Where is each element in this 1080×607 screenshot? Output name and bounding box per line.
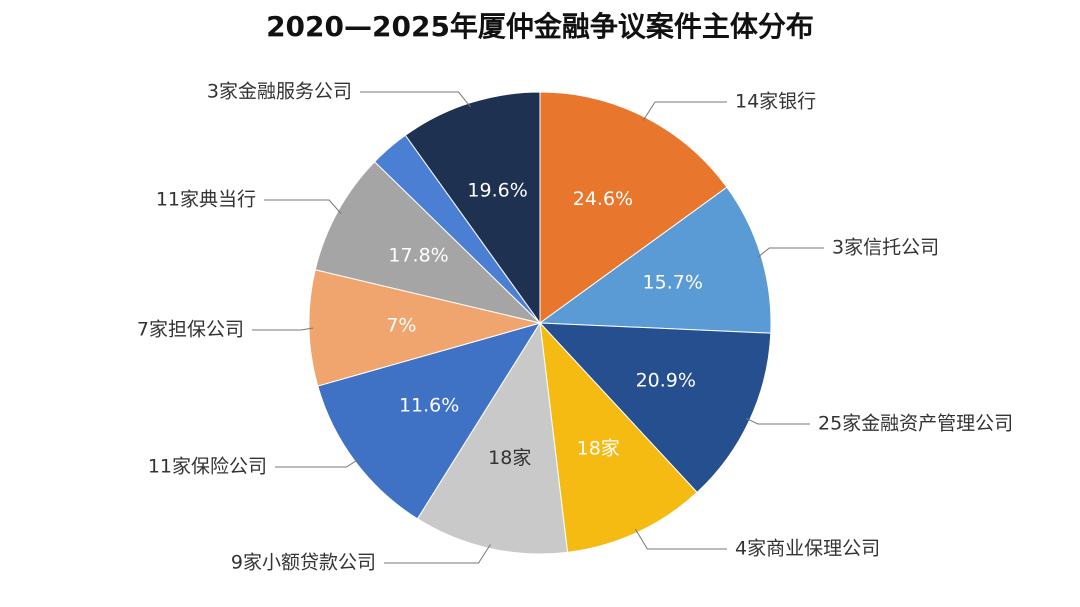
- slice-label: 15.7%: [643, 272, 703, 294]
- leader-line: [745, 417, 810, 425]
- category-label: 14家银行: [735, 91, 816, 113]
- category-label: 7家担保公司: [137, 319, 244, 341]
- pie-slice: [308, 269, 542, 387]
- category-label: 3家信托公司: [832, 237, 939, 259]
- slice-label: 19.6%: [467, 180, 527, 202]
- chart-title: 2020—2025年厦仲金融争议案件主体分布: [266, 10, 814, 43]
- category-label: 3家金融服务公司: [207, 81, 352, 103]
- category-label: 9家小额贷款公司: [231, 552, 376, 574]
- pie-slice: [538, 186, 772, 334]
- slice-label: 18家: [488, 447, 531, 469]
- slice-label: 11.6%: [399, 395, 459, 417]
- leader-line: [264, 199, 342, 214]
- category-label: 4家商业保理公司: [735, 538, 880, 560]
- leader-line: [360, 91, 471, 108]
- slice-label: 7%: [386, 315, 416, 337]
- leader-line: [252, 327, 314, 331]
- pie-slice: [416, 321, 569, 555]
- slice-label: 24.6%: [573, 188, 633, 210]
- leader-line: [384, 544, 491, 564]
- category-label: 11家典当行: [156, 189, 256, 211]
- leader-line: [757, 247, 824, 259]
- slice-label: 20.9%: [636, 370, 696, 392]
- leader-line: [642, 101, 727, 122]
- slice-label: 17.8%: [388, 245, 448, 267]
- pie-slice: [314, 161, 542, 324]
- pie-slice: [404, 91, 541, 325]
- category-label: 25家金融资产管理公司: [818, 413, 1013, 435]
- leader-line: [275, 458, 359, 468]
- slice-label: 18家: [577, 437, 620, 459]
- category-label: 11家保险公司: [148, 456, 267, 478]
- leader-line: [634, 528, 727, 550]
